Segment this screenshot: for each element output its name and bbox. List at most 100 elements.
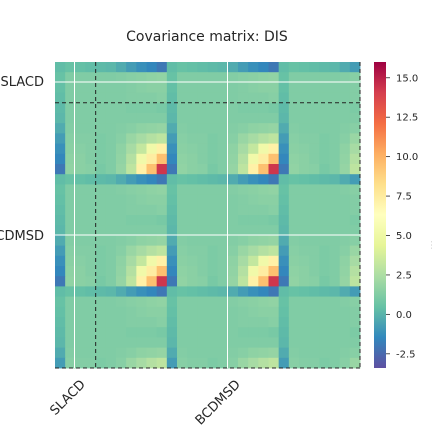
heatmap-cell (55, 194, 66, 206)
heatmap-cell (95, 317, 107, 328)
heatmap-cell (258, 276, 269, 287)
heatmap-cell (65, 266, 76, 277)
heatmap-cell (75, 337, 86, 348)
heatmap-cell (166, 123, 178, 134)
heatmap-cell (146, 184, 158, 195)
heatmap-cell (319, 327, 330, 338)
heatmap-cell (126, 102, 137, 114)
heatmap-cell (156, 102, 168, 114)
heatmap-cell (278, 184, 290, 195)
heatmap-cell (116, 143, 127, 155)
heatmap-cell (319, 102, 330, 114)
heatmap-cell (95, 347, 107, 359)
heatmap-cell (227, 153, 239, 165)
heatmap-cell (166, 133, 178, 144)
heatmap-cell (258, 82, 269, 93)
heatmap-cell (116, 225, 127, 236)
heatmap-cell (136, 255, 147, 267)
heatmap-cell (197, 113, 208, 124)
heatmap-cell (299, 133, 310, 144)
heatmap-cell (65, 245, 76, 257)
heatmap-cell (278, 133, 290, 144)
heatmap-cell (65, 337, 76, 348)
heatmap-cell (177, 327, 188, 338)
heatmap-cell (349, 357, 361, 369)
heatmap-cell (75, 194, 86, 206)
heatmap-cell (85, 184, 97, 195)
heatmap-cell (329, 194, 341, 206)
heatmap-cell (116, 82, 127, 93)
heatmap-cell (95, 357, 107, 369)
heatmap-cell (85, 164, 97, 175)
heatmap-cell (177, 347, 188, 359)
heatmap-cell (75, 296, 86, 308)
heatmap-cell (95, 225, 107, 236)
heatmap-cell (156, 276, 168, 287)
heatmap-cell (349, 123, 361, 134)
heatmap-cell (187, 184, 198, 195)
heatmap-cell (156, 92, 168, 104)
heatmap-cell (268, 194, 280, 206)
heatmap-cell (248, 194, 259, 206)
heatmap-cell (248, 245, 259, 257)
heatmap-cell (278, 204, 290, 216)
heatmap-cell (339, 123, 351, 134)
heatmap-cell (299, 317, 310, 328)
heatmap-cell (146, 317, 158, 328)
heatmap-cell (156, 306, 168, 318)
heatmap-cell (55, 102, 66, 114)
heatmap-cell (349, 306, 361, 318)
heatmap-cell (238, 235, 249, 246)
heatmap-cell (299, 245, 310, 257)
heatmap-cell (288, 102, 300, 114)
heatmap-cell (319, 123, 330, 134)
heatmap-cell (227, 245, 239, 257)
heatmap-cell (126, 255, 137, 267)
heatmap-cell (95, 164, 107, 175)
heatmap-cell (207, 174, 219, 185)
heatmap-cell (197, 337, 208, 348)
heatmap-cell (227, 102, 239, 114)
heatmap-cell (105, 306, 117, 318)
heatmap-cell (217, 266, 229, 277)
heatmap-cell (288, 337, 300, 348)
heatmap-cell (116, 113, 127, 124)
heatmap-cell (187, 327, 198, 338)
heatmap-cell (146, 255, 158, 267)
y-axis: SLACD BCDMSD (0, 75, 44, 244)
heatmap-cell (85, 102, 97, 114)
heatmap-cell (55, 306, 66, 318)
heatmap-cell (227, 113, 239, 124)
heatmap-cell (248, 276, 259, 287)
heatmap-cell (288, 347, 300, 359)
heatmap-cell (156, 266, 168, 277)
heatmap-cell (329, 184, 341, 195)
heatmap-cell (187, 174, 198, 185)
heatmap-cell (146, 92, 158, 104)
heatmap-cell (258, 133, 269, 144)
heatmap-cell (299, 92, 310, 104)
heatmap-cell (65, 92, 76, 104)
heatmap-cell (258, 286, 269, 297)
heatmap-cell (156, 235, 168, 246)
heatmap-cell (288, 72, 300, 83)
heatmap-cell (258, 337, 269, 348)
heatmap-cell (288, 276, 300, 287)
heatmap-cell (156, 194, 168, 206)
heatmap-cell (146, 123, 158, 134)
heatmap-cell (339, 225, 351, 236)
heatmap-cell (187, 337, 198, 348)
heatmap-cell (207, 337, 219, 348)
heatmap-cell (166, 327, 178, 338)
heatmap-cell (248, 266, 259, 277)
heatmap-cell (146, 153, 158, 165)
heatmap-cell (309, 92, 320, 104)
heatmap-cell (126, 296, 137, 308)
heatmap-cell (248, 204, 259, 216)
heatmap-cell (238, 123, 249, 134)
heatmap-cell (207, 266, 219, 277)
colorbar-tick-label: 0.0 (396, 310, 412, 321)
heatmap-cell (309, 153, 320, 165)
heatmap-cell (105, 286, 117, 297)
heatmap-cell (227, 133, 239, 144)
